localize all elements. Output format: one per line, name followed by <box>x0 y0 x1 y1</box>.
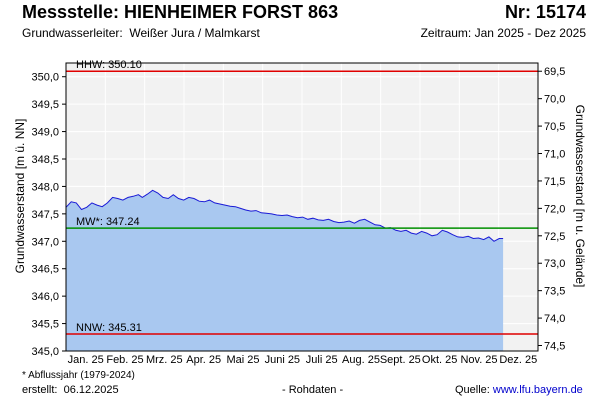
series-line <box>65 189 504 242</box>
y-tick-label: 349,5 <box>31 99 59 111</box>
y2-tick-label: 73,0 <box>544 258 565 270</box>
x-tick-label: Jan. 25 <box>68 354 104 366</box>
created-label: erstellt: <box>22 384 58 396</box>
aquifer-value: Weißer Jura / Malmkarst <box>129 26 260 40</box>
y-axis-label: Grundwasserstand [m ü. NN] <box>13 119 27 274</box>
y2-tick-label: 73,5 <box>544 286 565 298</box>
series-area <box>66 190 504 351</box>
y2-tick-label: 72,5 <box>544 231 565 243</box>
mw-label: MW*: 347.24 <box>76 216 140 228</box>
x-tick-label: Mai 25 <box>226 354 259 366</box>
y2-tick-label: 70,0 <box>544 94 565 106</box>
source-info: Quelle: www.lfu.bayern.de <box>455 384 583 396</box>
created-date: 06.12.2025 <box>63 384 119 396</box>
x-tick-label: Sept. 25 <box>380 354 421 366</box>
y2-tick-label: 74,0 <box>544 313 565 325</box>
footnote: * Abflussjahr (1979-2024) <box>22 370 135 381</box>
x-tick-label: Apr. 25 <box>186 354 221 366</box>
x-tick-label: Juni 25 <box>265 354 300 366</box>
created-info: erstellt: 06.12.2025 <box>22 384 119 396</box>
aquifer-label: Grundwasserleiter: <box>22 26 123 40</box>
y-tick-label: 345,5 <box>31 319 59 331</box>
x-tick-label: Nov. 25 <box>460 354 497 366</box>
period-label: Zeitraum: Jan 2025 - Dez 2025 <box>420 26 586 40</box>
x-tick-label: Okt. 25 <box>422 354 457 366</box>
y2-tick-label: 74,5 <box>544 341 565 353</box>
axis-layer: 345,0 345,5 346,0 346,5 347,0 347,5 348,0 348,5… <box>31 66 565 366</box>
x-tick-label: Aug. 25 <box>342 354 380 366</box>
y2-tick-label: 72,0 <box>544 203 565 215</box>
y-tick-label: 350,0 <box>31 72 59 84</box>
y-tick-label: 346,0 <box>31 291 59 303</box>
y2-tick-label: 70,5 <box>544 121 565 133</box>
y-tick-label: 345,0 <box>31 346 59 358</box>
y-tick-label: 347,5 <box>31 209 59 221</box>
x-tick-label: Juli 25 <box>306 354 338 366</box>
reference-lines: HHW: 350.10 MW*: 347.24 NNW: 345.31 <box>66 59 538 335</box>
y2-tick-label: 71,0 <box>544 149 565 161</box>
y2-axis-label: Grundwasserstand [m u. Gelände] <box>573 105 587 288</box>
nnw-label: NNW: 345.31 <box>76 322 142 334</box>
station-number: Nr: 15174 <box>504 2 586 22</box>
y-tick-label: 348,0 <box>31 181 59 193</box>
y2-tick-label: 71,5 <box>544 176 565 188</box>
y2-tick-label: 69,5 <box>544 66 565 78</box>
plot-frame <box>65 62 539 352</box>
raw-data-label: - Rohdaten - <box>282 384 344 396</box>
station-title: Messstelle: HIENHEIMER FORST 863 <box>22 2 339 22</box>
y-tick-label: 347,0 <box>31 236 59 248</box>
aquifer-line: Grundwasserleiter: Weißer Jura / Malmkar… <box>22 26 260 40</box>
y-tick-label: 346,5 <box>31 264 59 276</box>
source-label: Quelle: <box>455 384 490 396</box>
x-tick-label: Dez. 25 <box>499 354 537 366</box>
y-tick-label: 348,5 <box>31 154 59 166</box>
x-tick-label: Feb. 25 <box>106 354 143 366</box>
hhw-label: HHW: 350.10 <box>76 59 142 71</box>
y-tick-label: 349,0 <box>31 127 59 139</box>
source-link[interactable]: www.lfu.bayern.de <box>492 384 583 396</box>
x-tick-label: Mrz. 25 <box>146 354 183 366</box>
